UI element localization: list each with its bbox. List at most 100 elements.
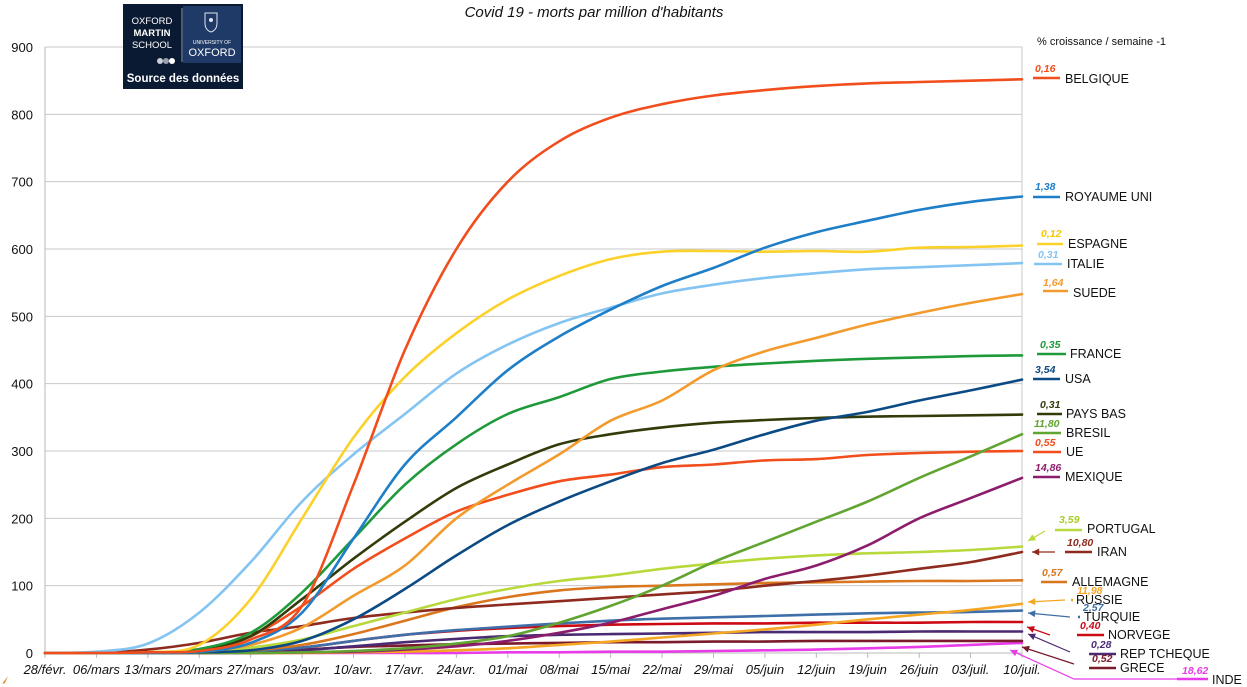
series-label-allemagne: ALLEMAGNE bbox=[1072, 575, 1148, 589]
y-tick-label: 600 bbox=[11, 242, 33, 257]
x-tick-label: 26/juin bbox=[899, 662, 938, 677]
x-tick-label: 19/juin bbox=[849, 662, 887, 677]
series-label-rep-tcheque: REP TCHEQUE bbox=[1120, 647, 1210, 661]
x-tick-label: 06/mars bbox=[73, 662, 120, 677]
label-arrow-inde bbox=[1009, 649, 1180, 680]
y-tick-label: 700 bbox=[11, 175, 33, 190]
growth-pct-ue: 0,55 bbox=[1035, 437, 1056, 449]
growth-pct-royaume-uni: 1,38 bbox=[1035, 181, 1056, 193]
growth-pct-pays-bas: 0,31 bbox=[1040, 399, 1061, 411]
series-label-ue: UE bbox=[1066, 445, 1083, 459]
series-label-suede: SUEDE bbox=[1073, 286, 1116, 300]
logo-line-2: MARTIN bbox=[134, 28, 171, 39]
logo-university-of: UNIVERSITY OF bbox=[193, 40, 231, 46]
series-label-iran: IRAN bbox=[1097, 545, 1127, 559]
series-label-bresil: BRESIL bbox=[1066, 426, 1111, 440]
x-tick-label: 28/févr. bbox=[23, 662, 67, 677]
series-label-royaume-uni: ROYAUME UNI bbox=[1065, 190, 1152, 204]
growth-pct-usa: 3,54 bbox=[1035, 364, 1056, 376]
x-tick-label: 20/mars bbox=[175, 662, 223, 677]
arrow-head-icon bbox=[1028, 610, 1036, 618]
series-line-france bbox=[43, 354, 1024, 655]
series-label-grece: GRECE bbox=[1120, 661, 1164, 675]
x-tick-label: 27/mars bbox=[226, 662, 274, 677]
arrow-head-icon bbox=[1028, 633, 1036, 640]
corner-arrow-icon bbox=[2, 676, 8, 684]
series-label-italie: ITALIE bbox=[1067, 257, 1104, 271]
series-label-pays-bas: PAYS BAS bbox=[1066, 407, 1126, 421]
y-tick-label: 400 bbox=[11, 377, 33, 392]
arrow-head-icon bbox=[1027, 626, 1035, 633]
x-tick-label: 10/juil. bbox=[1003, 662, 1041, 677]
growth-pct-espagne: 0,12 bbox=[1041, 228, 1062, 240]
x-tick-label: 01/mai bbox=[488, 662, 528, 677]
x-tick-label: 22/mai bbox=[642, 662, 683, 677]
series-label-espagne: ESPAGNE bbox=[1068, 237, 1128, 251]
x-tick-label: 24/avr. bbox=[436, 662, 476, 677]
arrow-head-icon bbox=[1010, 649, 1018, 657]
series-label-inde: INDE bbox=[1212, 673, 1242, 687]
y-tick-label: 0 bbox=[26, 646, 33, 661]
y-tick-label: 900 bbox=[11, 40, 33, 55]
growth-pct-iran: 10,80 bbox=[1067, 537, 1093, 549]
growth-pct-italie: 0,31 bbox=[1038, 249, 1059, 261]
growth-pct-belgique: 0,16 bbox=[1035, 63, 1056, 75]
series-label-usa: USA bbox=[1065, 372, 1091, 386]
growth-pct-norvege: 0,40 bbox=[1080, 620, 1101, 632]
x-tick-label: 03/avr. bbox=[282, 662, 321, 677]
logo-source-link[interactable]: Source des données bbox=[127, 73, 239, 85]
series-line-italie bbox=[43, 261, 1024, 655]
growth-pct-mexique: 14,86 bbox=[1035, 462, 1061, 474]
y-tick-label: 200 bbox=[11, 511, 33, 526]
logo-oxford: OXFORD bbox=[188, 47, 235, 59]
legend-header: % croissance / semaine -1 bbox=[1037, 36, 1166, 48]
growth-pct-france: 0,35 bbox=[1040, 339, 1061, 351]
logo-dot-3 bbox=[169, 58, 175, 64]
growth-pct-russie: 11,98 bbox=[1077, 585, 1103, 597]
logo-dot-2 bbox=[163, 58, 169, 64]
x-tick-label: 05/juin bbox=[746, 662, 784, 677]
series-label-norvege: NORVEGE bbox=[1108, 628, 1170, 642]
growth-pct-turquie: 2,57 bbox=[1082, 602, 1105, 614]
x-tick-label: 12/juin bbox=[797, 662, 835, 677]
logo-dot-1 bbox=[157, 58, 163, 64]
series-line-belgique bbox=[43, 78, 1024, 655]
series-label-russie: RUSSIE bbox=[1076, 593, 1123, 607]
series-label-belgique: BELGIQUE bbox=[1065, 72, 1129, 86]
growth-pct-bresil: 11,80 bbox=[1034, 418, 1060, 430]
x-tick-label: 13/mars bbox=[124, 662, 171, 677]
series-lines bbox=[43, 78, 1024, 655]
y-tick-label: 800 bbox=[11, 107, 33, 122]
growth-pct-suede: 1,64 bbox=[1043, 277, 1064, 289]
x-tick-label: 15/mai bbox=[591, 662, 631, 677]
growth-pct-rep-tcheque: 0,28 bbox=[1091, 639, 1112, 651]
arrow-head-icon bbox=[1028, 598, 1036, 606]
arrow-head-icon bbox=[1028, 534, 1036, 541]
y-tick-label: 500 bbox=[11, 309, 33, 324]
logo-line-1: OXFORD bbox=[132, 16, 173, 27]
logo-line-3: SCHOOL bbox=[132, 40, 172, 51]
label-arrow-grece bbox=[1021, 646, 1075, 665]
label-arrow-rep-tcheque bbox=[1027, 633, 1071, 653]
chart-title: Covid 19 - morts par million d'habitants bbox=[465, 4, 724, 21]
series-label-france: FRANCE bbox=[1070, 347, 1121, 361]
x-tick-label: 29/mai bbox=[693, 662, 734, 677]
x-tick-label: 10/avr. bbox=[334, 662, 373, 677]
series-labels: 0,16 BELGIQUE 1,38 ROYAUME UNI 0,12 ESPAGNE 0,… bbox=[1009, 63, 1242, 687]
growth-pct-portugal: 3,59 bbox=[1059, 514, 1080, 526]
oxford-martin-logo: OXFORD MARTIN SCHOOL UNIVERSITY OF OXFOR… bbox=[123, 4, 243, 89]
series-line-espagne bbox=[43, 244, 1024, 655]
y-axis: 0 100 200 300 400 500 600 700 800 900 bbox=[11, 40, 46, 661]
x-tick-label: 03/juil. bbox=[952, 662, 990, 677]
university-crest-icon bbox=[204, 12, 218, 33]
series-label-turquie: TURQUIE bbox=[1084, 610, 1140, 624]
x-tick-label: 17/avr. bbox=[385, 662, 424, 677]
growth-pct-allemagne: 0,57 bbox=[1042, 567, 1064, 579]
y-tick-label: 100 bbox=[11, 579, 33, 594]
arrow-head-icon bbox=[1032, 548, 1040, 556]
x-tick-label: 08/mai bbox=[540, 662, 580, 677]
y-tick-label: 300 bbox=[11, 444, 33, 459]
growth-pct-inde: 18,62 bbox=[1182, 665, 1208, 677]
series-label-mexique: MEXIQUE bbox=[1065, 470, 1123, 484]
